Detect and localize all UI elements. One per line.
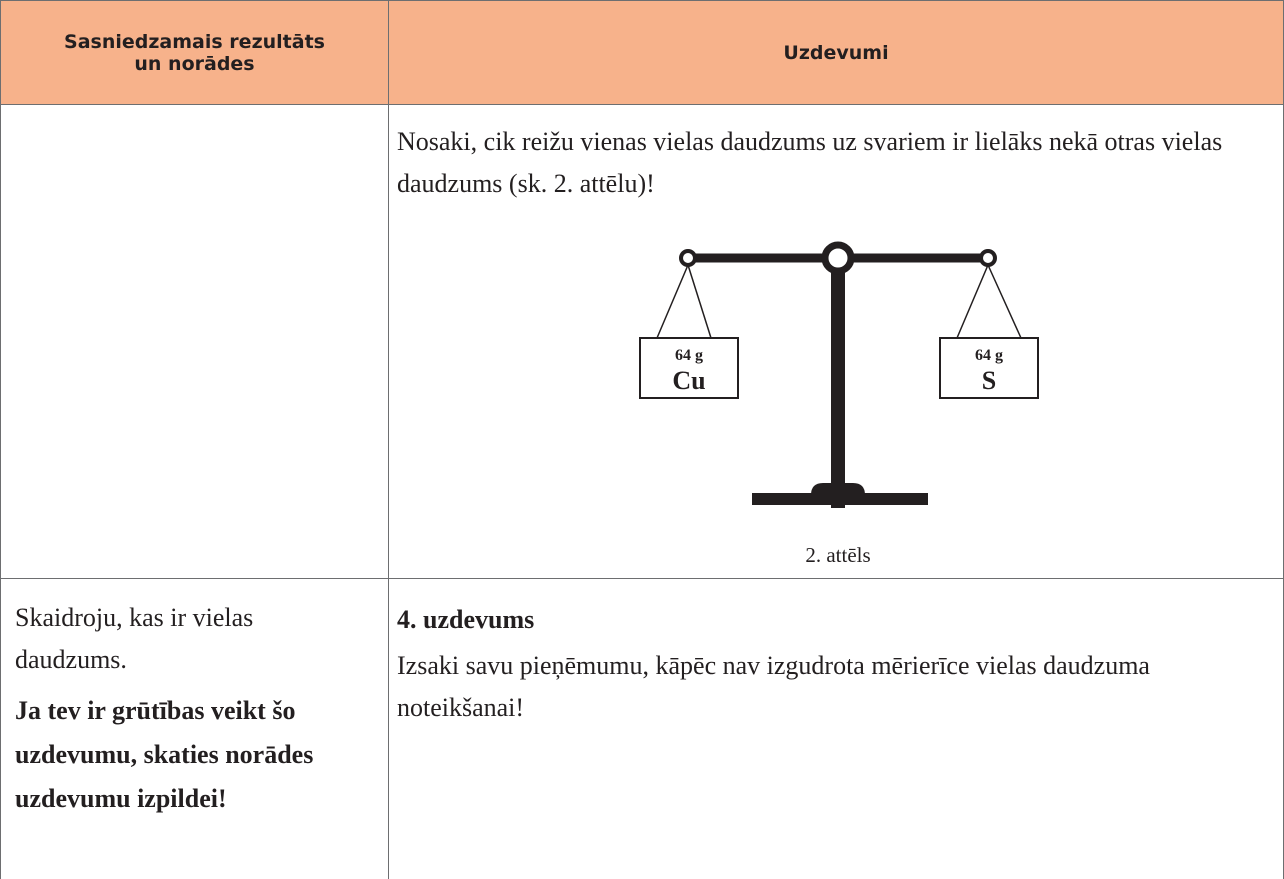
hint-text: Ja tev ir grūtības veikt šo uzdevumu, sk… — [15, 696, 314, 813]
right-substance: S — [982, 366, 996, 395]
empty-cell — [0, 105, 389, 579]
header-cell: Sasniedzamais rezultāts un norādes — [0, 0, 389, 105]
header-right: Uzdevumi — [783, 41, 889, 64]
right-mass: 64 g — [975, 347, 1003, 364]
figure-caption: 2. attēls — [805, 543, 870, 567]
header-cell: Uzdevumi — [389, 0, 1284, 105]
scale-drawing — [639, 241, 1039, 508]
scale-figure: 64 g Cu 64 g S 2. attēls — [639, 241, 1039, 567]
left-mass: 64 g — [675, 347, 703, 364]
task-text: Nosaki, cik reižu vienas vielas daudzums… — [397, 127, 1223, 198]
outcome-cell: Skaidroju, kas ir vielas daudzums. Ja te… — [0, 579, 389, 879]
task-cell: 4. uzdevums Izsaki savu pieņēmumu, kāpēc… — [389, 579, 1284, 879]
task-title: 4. uzdevums — [397, 605, 535, 634]
header-left: Sasniedzamais rezultāts un norādes — [64, 30, 325, 75]
task-text: Izsaki savu pieņēmumu, kāpēc nav izgudro… — [397, 651, 1150, 722]
left-substance: Cu — [672, 366, 705, 395]
outcome-text: Skaidroju, kas ir vielas daudzums. — [15, 603, 254, 674]
task-cell: Nosaki, cik reižu vienas vielas daudzums… — [389, 105, 1284, 579]
